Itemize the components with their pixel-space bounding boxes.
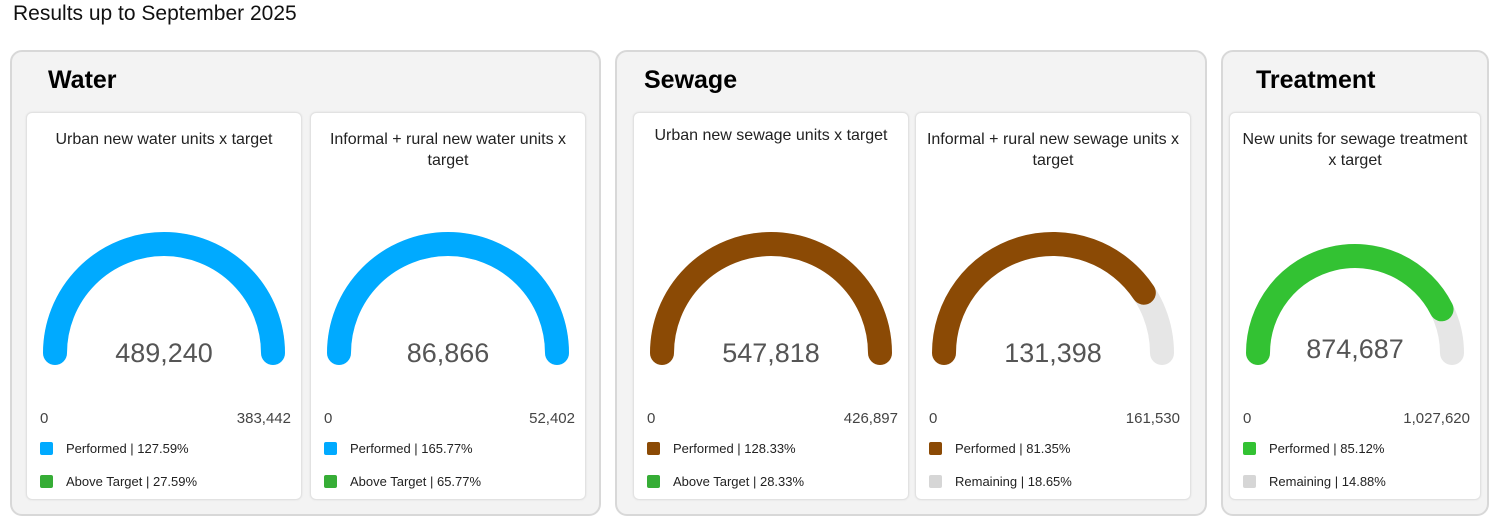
gauge-card: Urban new sewage units x target 547,818 … — [633, 112, 909, 500]
legend-swatch — [647, 474, 660, 488]
legend-swatch — [1243, 474, 1256, 488]
legend-label: Remaining | 14.88% — [1269, 473, 1386, 489]
legend-swatch — [647, 441, 660, 455]
legend-swatch — [324, 441, 337, 455]
legend-item: Remaining | 18.65% — [929, 473, 1072, 489]
gauge-value: 547,818 — [722, 338, 820, 368]
gauge-min-label: 0 — [40, 410, 49, 427]
legend-swatch — [324, 474, 337, 488]
gauge-min-label: 0 — [1243, 410, 1252, 427]
legend-swatch — [40, 441, 53, 455]
legend-item: Remaining | 14.88% — [1243, 473, 1386, 489]
legend-item: Above Target | 27.59% — [40, 473, 197, 489]
panel-title: Sewage — [644, 66, 738, 94]
legend-label: Performed | 128.33% — [673, 440, 796, 456]
gauge-value: 86,866 — [406, 338, 490, 368]
gauge-title: Informal + rural new sewage units x targ… — [926, 131, 1180, 169]
gauge-target-label: 52,402 — [529, 410, 575, 427]
treatment-panel: Treatment New units for sewage treatment… — [1221, 50, 1489, 516]
legend-label: Performed | 85.12% — [1269, 440, 1385, 456]
sewage-panel: Sewage Urban new sewage units x target 5… — [615, 50, 1207, 516]
legend-item: Performed | 128.33% — [647, 440, 796, 456]
gauge-fill — [327, 232, 569, 365]
panel-title: Water — [48, 66, 117, 94]
gauge-chart — [932, 232, 1174, 365]
water-panel: Water Urban new water units x target 489… — [10, 50, 601, 516]
legend-label: Above Target | 65.77% — [350, 473, 482, 489]
legend-item: Performed | 165.77% — [324, 440, 473, 456]
gauge-fill — [932, 232, 1156, 365]
gauge-value: 131,398 — [1004, 338, 1102, 368]
gauge-title: New units for sewage treatment x target — [1242, 131, 1468, 169]
gauge-target-label: 383,442 — [236, 410, 291, 427]
legend-label: Performed | 81.35% — [955, 440, 1071, 456]
legend-swatch — [40, 474, 53, 488]
gauge-chart — [1246, 244, 1464, 365]
gauge-chart — [650, 232, 892, 365]
page-title: Results up to September 2025 — [13, 2, 297, 25]
legend-label: Above Target | 27.59% — [66, 473, 198, 489]
gauge-target-label: 426,897 — [843, 410, 898, 427]
gauge-fill — [650, 232, 892, 365]
legend-item: Performed | 85.12% — [1243, 440, 1384, 456]
gauge-card: Informal + rural new sewage units x targ… — [915, 112, 1191, 500]
gauge-min-label: 0 — [647, 410, 656, 427]
gauge-value: 489,240 — [115, 338, 213, 368]
gauge-target-label: 1,027,620 — [1403, 410, 1470, 427]
legend-label: Performed | 165.77% — [350, 440, 473, 456]
gauge-title: Urban new sewage units x target — [654, 127, 888, 144]
gauge-min-label: 0 — [324, 410, 333, 427]
panel-title: Treatment — [1256, 66, 1376, 94]
gauge-min-label: 0 — [929, 410, 938, 427]
legend-label: Performed | 127.59% — [66, 440, 189, 456]
gauge-value: 874,687 — [1306, 334, 1404, 364]
legend-swatch — [929, 441, 942, 455]
legend-swatch — [929, 474, 942, 488]
legend-label: Above Target | 28.33% — [673, 473, 805, 489]
legend-item: Above Target | 28.33% — [647, 473, 804, 489]
gauge-fill — [43, 232, 285, 365]
legend-label: Remaining | 18.65% — [955, 473, 1072, 489]
legend-item: Performed | 81.35% — [929, 440, 1070, 456]
gauge-target-label: 161,530 — [1125, 410, 1180, 427]
gauge-card: Urban new water units x target 489,240 0… — [26, 112, 302, 500]
gauge-chart — [43, 232, 285, 365]
gauge-title: Informal + rural new water units x targe… — [329, 131, 567, 169]
legend-item: Above Target | 65.77% — [324, 473, 481, 489]
legend-swatch — [1243, 441, 1256, 455]
gauge-fill — [1246, 244, 1454, 365]
legend-item: Performed | 127.59% — [40, 440, 189, 456]
gauge-title: Urban new water units x target — [55, 131, 273, 148]
gauge-card: New units for sewage treatment x target … — [1229, 112, 1481, 500]
gauge-card: Informal + rural new water units x targe… — [310, 112, 586, 500]
gauge-chart — [327, 232, 569, 365]
